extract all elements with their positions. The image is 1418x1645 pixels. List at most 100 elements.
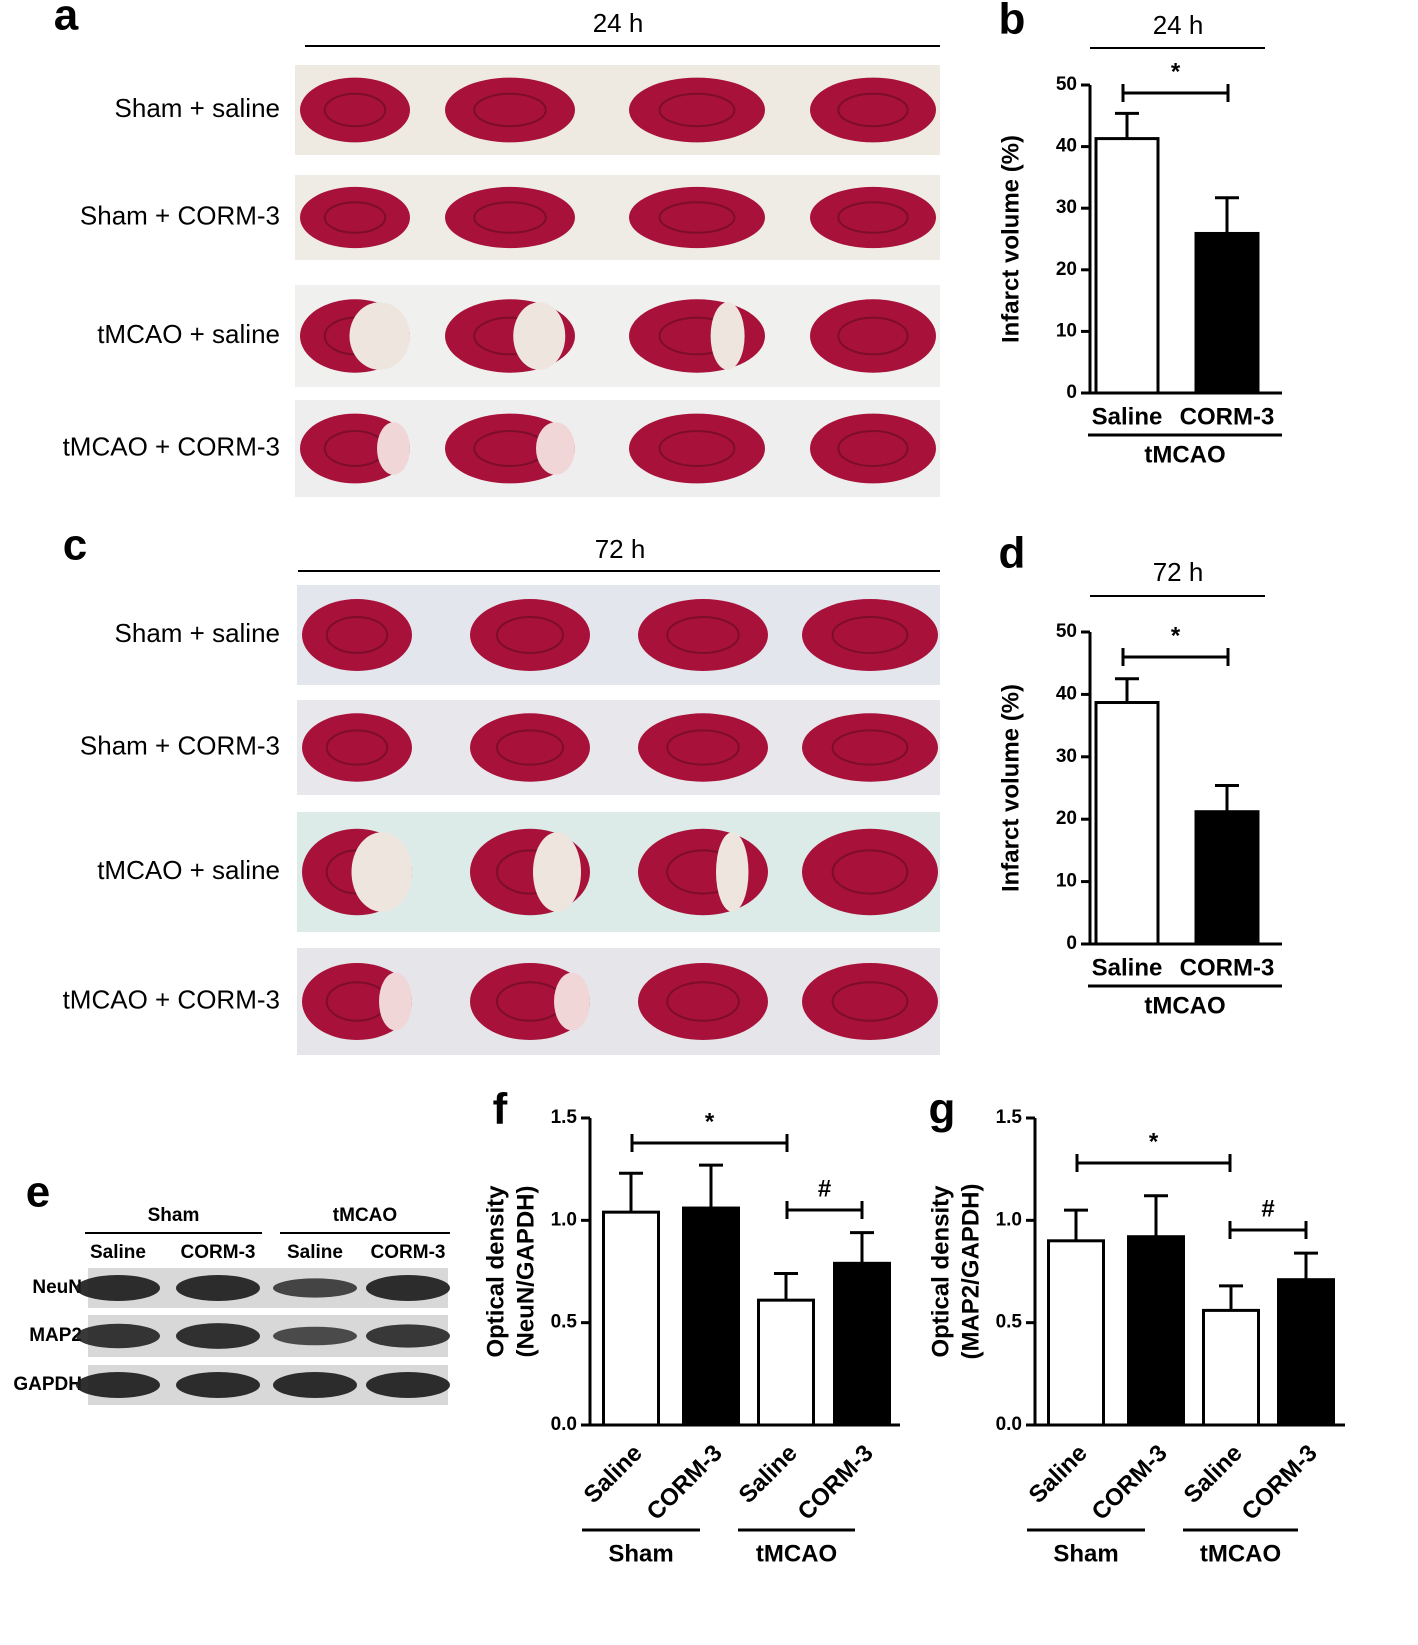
slice-texture bbox=[473, 201, 547, 234]
bar bbox=[833, 1261, 891, 1427]
slice-texture bbox=[837, 316, 909, 356]
blot-band bbox=[366, 1372, 450, 1398]
blot-band bbox=[76, 1275, 160, 1301]
bar bbox=[757, 1298, 815, 1427]
x-tick-label: Saline bbox=[1092, 403, 1163, 430]
blot-band bbox=[176, 1275, 260, 1301]
brain-slice bbox=[638, 962, 768, 1041]
slice-texture bbox=[658, 92, 736, 128]
panel-letter: a bbox=[54, 0, 79, 40]
group-label: tMCAO bbox=[333, 1205, 397, 1226]
y-axis-label: (MAP2/GAPDH) bbox=[957, 1183, 984, 1359]
error-bar bbox=[1219, 1284, 1243, 1311]
blot-band bbox=[366, 1275, 450, 1301]
bar bbox=[682, 1206, 740, 1427]
brain-slice bbox=[638, 713, 768, 782]
panel-letter: f bbox=[493, 1085, 508, 1134]
error-bar bbox=[1144, 1194, 1168, 1237]
y-tick-label: 30 bbox=[1056, 746, 1077, 767]
y-axis-label: Optical density bbox=[927, 1185, 954, 1358]
x-tick-label: Saline bbox=[1024, 1440, 1093, 1509]
y-tick-label: 0.5 bbox=[551, 1312, 578, 1333]
group-label: Sham bbox=[1053, 1540, 1118, 1567]
row-label: tMCAO + CORM-3 bbox=[63, 431, 280, 461]
infarct bbox=[379, 972, 412, 1031]
blot-band bbox=[273, 1278, 357, 1298]
bar bbox=[1202, 1308, 1260, 1427]
blot-band bbox=[76, 1323, 160, 1349]
error-bar bbox=[774, 1272, 798, 1301]
brain-slice bbox=[302, 599, 412, 671]
bar bbox=[1047, 1239, 1105, 1427]
brain-slice bbox=[802, 962, 938, 1041]
y-tick-label: 1.0 bbox=[551, 1209, 577, 1230]
brain-slice bbox=[629, 186, 765, 249]
brain-slice bbox=[470, 599, 590, 671]
y-tick-label: 1.5 bbox=[996, 1107, 1023, 1128]
bar bbox=[1094, 701, 1160, 946]
error-bar bbox=[619, 1171, 643, 1213]
y-tick-label: 20 bbox=[1056, 808, 1077, 829]
y-tick-label: 0 bbox=[1066, 933, 1077, 954]
x-tick-label: Saline bbox=[579, 1440, 648, 1509]
slice-texture bbox=[831, 981, 909, 1022]
group-label: Sham bbox=[148, 1205, 200, 1226]
y-tick-label: 1.5 bbox=[551, 1107, 578, 1128]
brain-slice bbox=[445, 77, 575, 143]
y-axis-label: Infarct volume (%) bbox=[997, 684, 1024, 892]
error-bar bbox=[1215, 196, 1239, 234]
brain-slice bbox=[300, 77, 410, 143]
slice-texture bbox=[658, 430, 736, 467]
row-label: tMCAO + saline bbox=[97, 855, 280, 885]
protein-label: GAPDH bbox=[13, 1374, 82, 1395]
slice-texture bbox=[473, 92, 547, 128]
significance-mark: # bbox=[1261, 1195, 1274, 1222]
brain-slice bbox=[810, 413, 936, 484]
infarct bbox=[533, 832, 581, 912]
chart-title: 24 h bbox=[1153, 10, 1204, 40]
blot-band bbox=[76, 1372, 160, 1398]
chart-title: 72 h bbox=[1153, 557, 1204, 587]
panel-letter: c bbox=[63, 521, 87, 570]
slice-texture bbox=[666, 616, 740, 654]
y-tick-label: 20 bbox=[1056, 259, 1077, 280]
x-tick-label: Saline bbox=[734, 1440, 803, 1509]
infarct bbox=[710, 302, 745, 370]
panel-title: 72 h bbox=[595, 534, 646, 564]
slice-texture bbox=[831, 616, 909, 654]
brain-slice bbox=[802, 828, 938, 916]
error-bar bbox=[1115, 677, 1139, 703]
brain-slice bbox=[802, 599, 938, 671]
slice-texture bbox=[325, 729, 389, 766]
x-tick-label: CORM-3 bbox=[1180, 403, 1275, 430]
significance-bracket bbox=[1075, 1154, 1232, 1172]
brain-slice bbox=[638, 599, 768, 671]
slice-texture bbox=[323, 201, 387, 234]
group-label: tMCAO bbox=[1144, 441, 1225, 468]
error-bar bbox=[850, 1231, 874, 1264]
significance-mark: # bbox=[818, 1175, 831, 1202]
error-bar bbox=[1115, 111, 1139, 139]
x-tick-label: Saline bbox=[1179, 1440, 1248, 1509]
significance-bracket bbox=[1228, 1221, 1308, 1239]
brain-slice bbox=[810, 186, 936, 249]
bar bbox=[1127, 1235, 1185, 1427]
slice-texture bbox=[666, 981, 740, 1022]
y-tick-label: 30 bbox=[1056, 197, 1077, 218]
infarct bbox=[513, 302, 566, 370]
group-label: Sham bbox=[608, 1540, 673, 1567]
slice-texture bbox=[325, 616, 389, 654]
brain-slice bbox=[810, 77, 936, 143]
x-tick-label: Saline bbox=[1092, 954, 1163, 981]
brain-slice bbox=[629, 77, 765, 143]
slice-texture bbox=[837, 92, 909, 128]
bar bbox=[1277, 1278, 1335, 1427]
row-label: tMCAO + CORM-3 bbox=[63, 984, 280, 1014]
significance-mark: * bbox=[1171, 58, 1181, 85]
blot-band bbox=[273, 1372, 357, 1398]
blot-band bbox=[176, 1372, 260, 1398]
blot-band bbox=[366, 1324, 450, 1348]
slice-texture bbox=[831, 849, 909, 895]
significance-mark: * bbox=[1171, 622, 1181, 649]
x-tick-label: CORM-3 bbox=[1180, 954, 1275, 981]
